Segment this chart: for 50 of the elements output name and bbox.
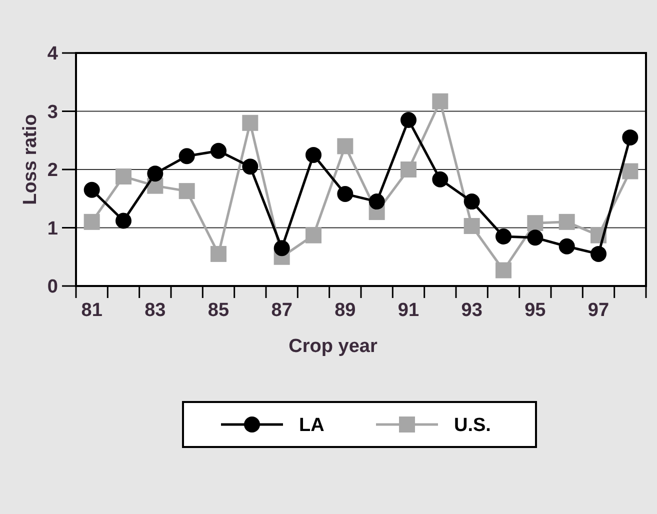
point bbox=[306, 146, 322, 163]
point bbox=[622, 163, 638, 180]
x-tick-label: 95 bbox=[524, 300, 546, 321]
point bbox=[432, 93, 448, 110]
point bbox=[464, 218, 480, 234]
point bbox=[527, 230, 544, 246]
x-tick-label: 91 bbox=[398, 300, 420, 321]
point bbox=[210, 246, 226, 262]
y-tick-label: 3 bbox=[47, 102, 58, 123]
legend-label: U.S. bbox=[454, 415, 491, 436]
y-tick-label: 1 bbox=[47, 218, 58, 240]
point bbox=[84, 182, 100, 198]
point bbox=[306, 227, 322, 244]
point bbox=[242, 158, 258, 175]
point bbox=[368, 194, 385, 210]
point bbox=[84, 214, 100, 230]
legend-label: LA bbox=[299, 415, 325, 436]
point bbox=[590, 246, 606, 262]
x-tick-label: 97 bbox=[588, 300, 610, 321]
point bbox=[210, 142, 226, 159]
point bbox=[496, 262, 512, 278]
y-tick-label: 0 bbox=[47, 276, 58, 298]
point bbox=[496, 228, 512, 244]
point bbox=[432, 171, 448, 188]
x-tick-label: 93 bbox=[461, 300, 482, 321]
x-axis-title: Crop year bbox=[288, 336, 378, 357]
x-tick-label: 87 bbox=[271, 300, 292, 321]
x-tick-label: 89 bbox=[334, 300, 356, 321]
point bbox=[178, 148, 195, 164]
point bbox=[147, 166, 164, 182]
y-axis-title: Loss ratio bbox=[20, 114, 41, 205]
x-tick-label: 85 bbox=[208, 300, 230, 321]
point bbox=[527, 215, 544, 232]
point bbox=[116, 168, 132, 184]
point bbox=[464, 194, 480, 210]
point bbox=[242, 114, 258, 131]
y-tick-label: 4 bbox=[47, 44, 58, 65]
point bbox=[558, 214, 575, 230]
point bbox=[337, 138, 354, 154]
point bbox=[274, 240, 290, 256]
y-tick-label: 2 bbox=[47, 160, 58, 182]
point bbox=[400, 162, 416, 178]
point bbox=[400, 112, 416, 128]
x-tick-label: 81 bbox=[81, 300, 103, 321]
x-tick-label: 83 bbox=[144, 300, 166, 321]
point bbox=[116, 212, 132, 229]
point bbox=[178, 183, 195, 200]
point bbox=[622, 129, 638, 146]
point bbox=[558, 238, 575, 254]
point bbox=[337, 186, 354, 202]
